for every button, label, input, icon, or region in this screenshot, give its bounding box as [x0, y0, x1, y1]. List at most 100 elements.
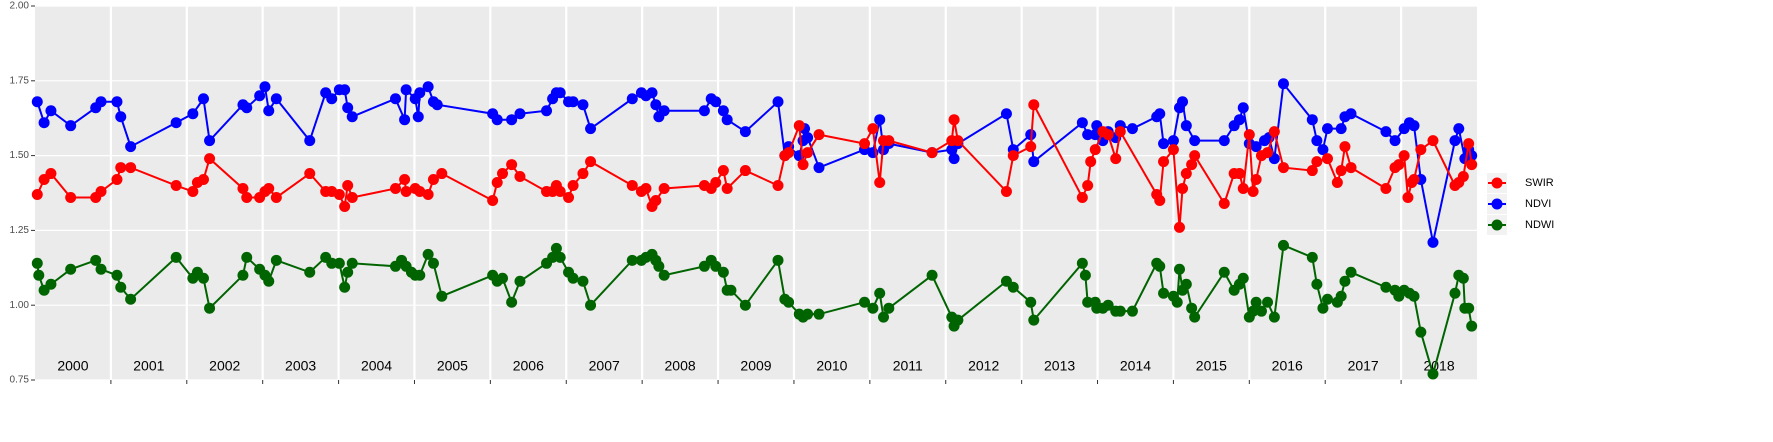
- data-point: [948, 114, 960, 126]
- data-point: [514, 275, 526, 287]
- data-point: [436, 290, 448, 302]
- data-point: [577, 275, 589, 287]
- data-point: [1380, 126, 1392, 138]
- data-point: [874, 287, 886, 299]
- data-point: [1317, 302, 1329, 314]
- data-point: [783, 296, 795, 308]
- data-point: [1389, 135, 1401, 147]
- data-point: [554, 186, 566, 198]
- year-label: 2015: [1196, 358, 1227, 374]
- data-point: [241, 251, 253, 263]
- data-point: [577, 168, 589, 180]
- y-tick-label: 1.50: [10, 150, 30, 161]
- data-point: [1171, 296, 1183, 308]
- data-point: [567, 96, 579, 108]
- data-point: [506, 296, 518, 308]
- year-label: 2017: [1348, 358, 1379, 374]
- data-point: [1243, 129, 1255, 141]
- data-point: [65, 191, 77, 203]
- data-point: [1218, 266, 1230, 278]
- data-point: [1233, 114, 1245, 126]
- data-point: [1453, 123, 1465, 135]
- data-point: [554, 87, 566, 99]
- data-point: [111, 174, 123, 186]
- data-point: [514, 171, 526, 183]
- data-point: [111, 96, 123, 108]
- data-point: [717, 105, 729, 117]
- data-point: [497, 168, 509, 180]
- data-point: [1339, 141, 1351, 153]
- legend-label: NDWI: [1525, 219, 1554, 231]
- data-point: [563, 191, 575, 203]
- year-label: 2011: [893, 358, 923, 374]
- data-point: [1339, 275, 1351, 287]
- data-point: [1277, 239, 1289, 251]
- data-point: [65, 263, 77, 275]
- data-point: [1028, 156, 1040, 168]
- data-point: [95, 186, 107, 198]
- data-point: [241, 102, 253, 114]
- legend-label: NDVI: [1525, 198, 1551, 210]
- data-point: [31, 96, 43, 108]
- data-point: [1167, 144, 1179, 156]
- data-point: [1218, 135, 1230, 147]
- data-point: [1189, 135, 1201, 147]
- data-point: [1007, 281, 1019, 293]
- data-point: [1000, 186, 1012, 198]
- data-point: [90, 254, 102, 266]
- data-point: [115, 111, 127, 123]
- data-point: [304, 266, 316, 278]
- data-point: [422, 188, 434, 200]
- data-point: [658, 183, 670, 195]
- data-point: [333, 188, 345, 200]
- data-point: [31, 188, 43, 200]
- data-point: [1025, 296, 1037, 308]
- data-point: [125, 293, 137, 305]
- data-point: [339, 281, 351, 293]
- data-point: [65, 120, 77, 132]
- data-point: [1277, 162, 1289, 174]
- data-point: [1380, 281, 1392, 293]
- data-point: [412, 111, 424, 123]
- data-point: [125, 141, 137, 153]
- data-point: [653, 260, 665, 272]
- data-point: [1457, 272, 1469, 284]
- year-label: 2001: [133, 358, 164, 374]
- data-point: [45, 278, 57, 290]
- data-point: [1173, 263, 1185, 275]
- data-point: [1317, 144, 1329, 156]
- data-point: [400, 84, 412, 96]
- data-point: [1311, 278, 1323, 290]
- data-point: [1408, 120, 1420, 132]
- data-point: [1255, 305, 1267, 317]
- data-point: [1110, 153, 1122, 165]
- legend-label: SWIR: [1525, 177, 1554, 189]
- data-point: [1306, 114, 1318, 126]
- data-point: [1186, 302, 1198, 314]
- data-point: [883, 135, 895, 147]
- year-label: 2006: [513, 358, 544, 374]
- data-point: [197, 272, 209, 284]
- data-point: [414, 186, 426, 198]
- year-label: 2005: [437, 358, 468, 374]
- data-point: [585, 299, 597, 311]
- y-tick-label: 2.00: [10, 1, 30, 12]
- data-point: [952, 135, 964, 147]
- data-point: [263, 105, 275, 117]
- data-point: [813, 162, 825, 174]
- data-point: [1007, 150, 1019, 162]
- year-label: 2000: [57, 358, 88, 374]
- data-point: [1233, 168, 1245, 180]
- data-point: [772, 254, 784, 266]
- data-point: [333, 257, 345, 269]
- data-point: [1380, 183, 1392, 195]
- data-point: [491, 177, 503, 189]
- data-point: [506, 114, 518, 126]
- data-point: [95, 96, 107, 108]
- data-point: [585, 123, 597, 135]
- data-point: [1427, 236, 1439, 248]
- data-point: [1237, 272, 1249, 284]
- data-point: [646, 87, 658, 99]
- data-point: [585, 156, 597, 168]
